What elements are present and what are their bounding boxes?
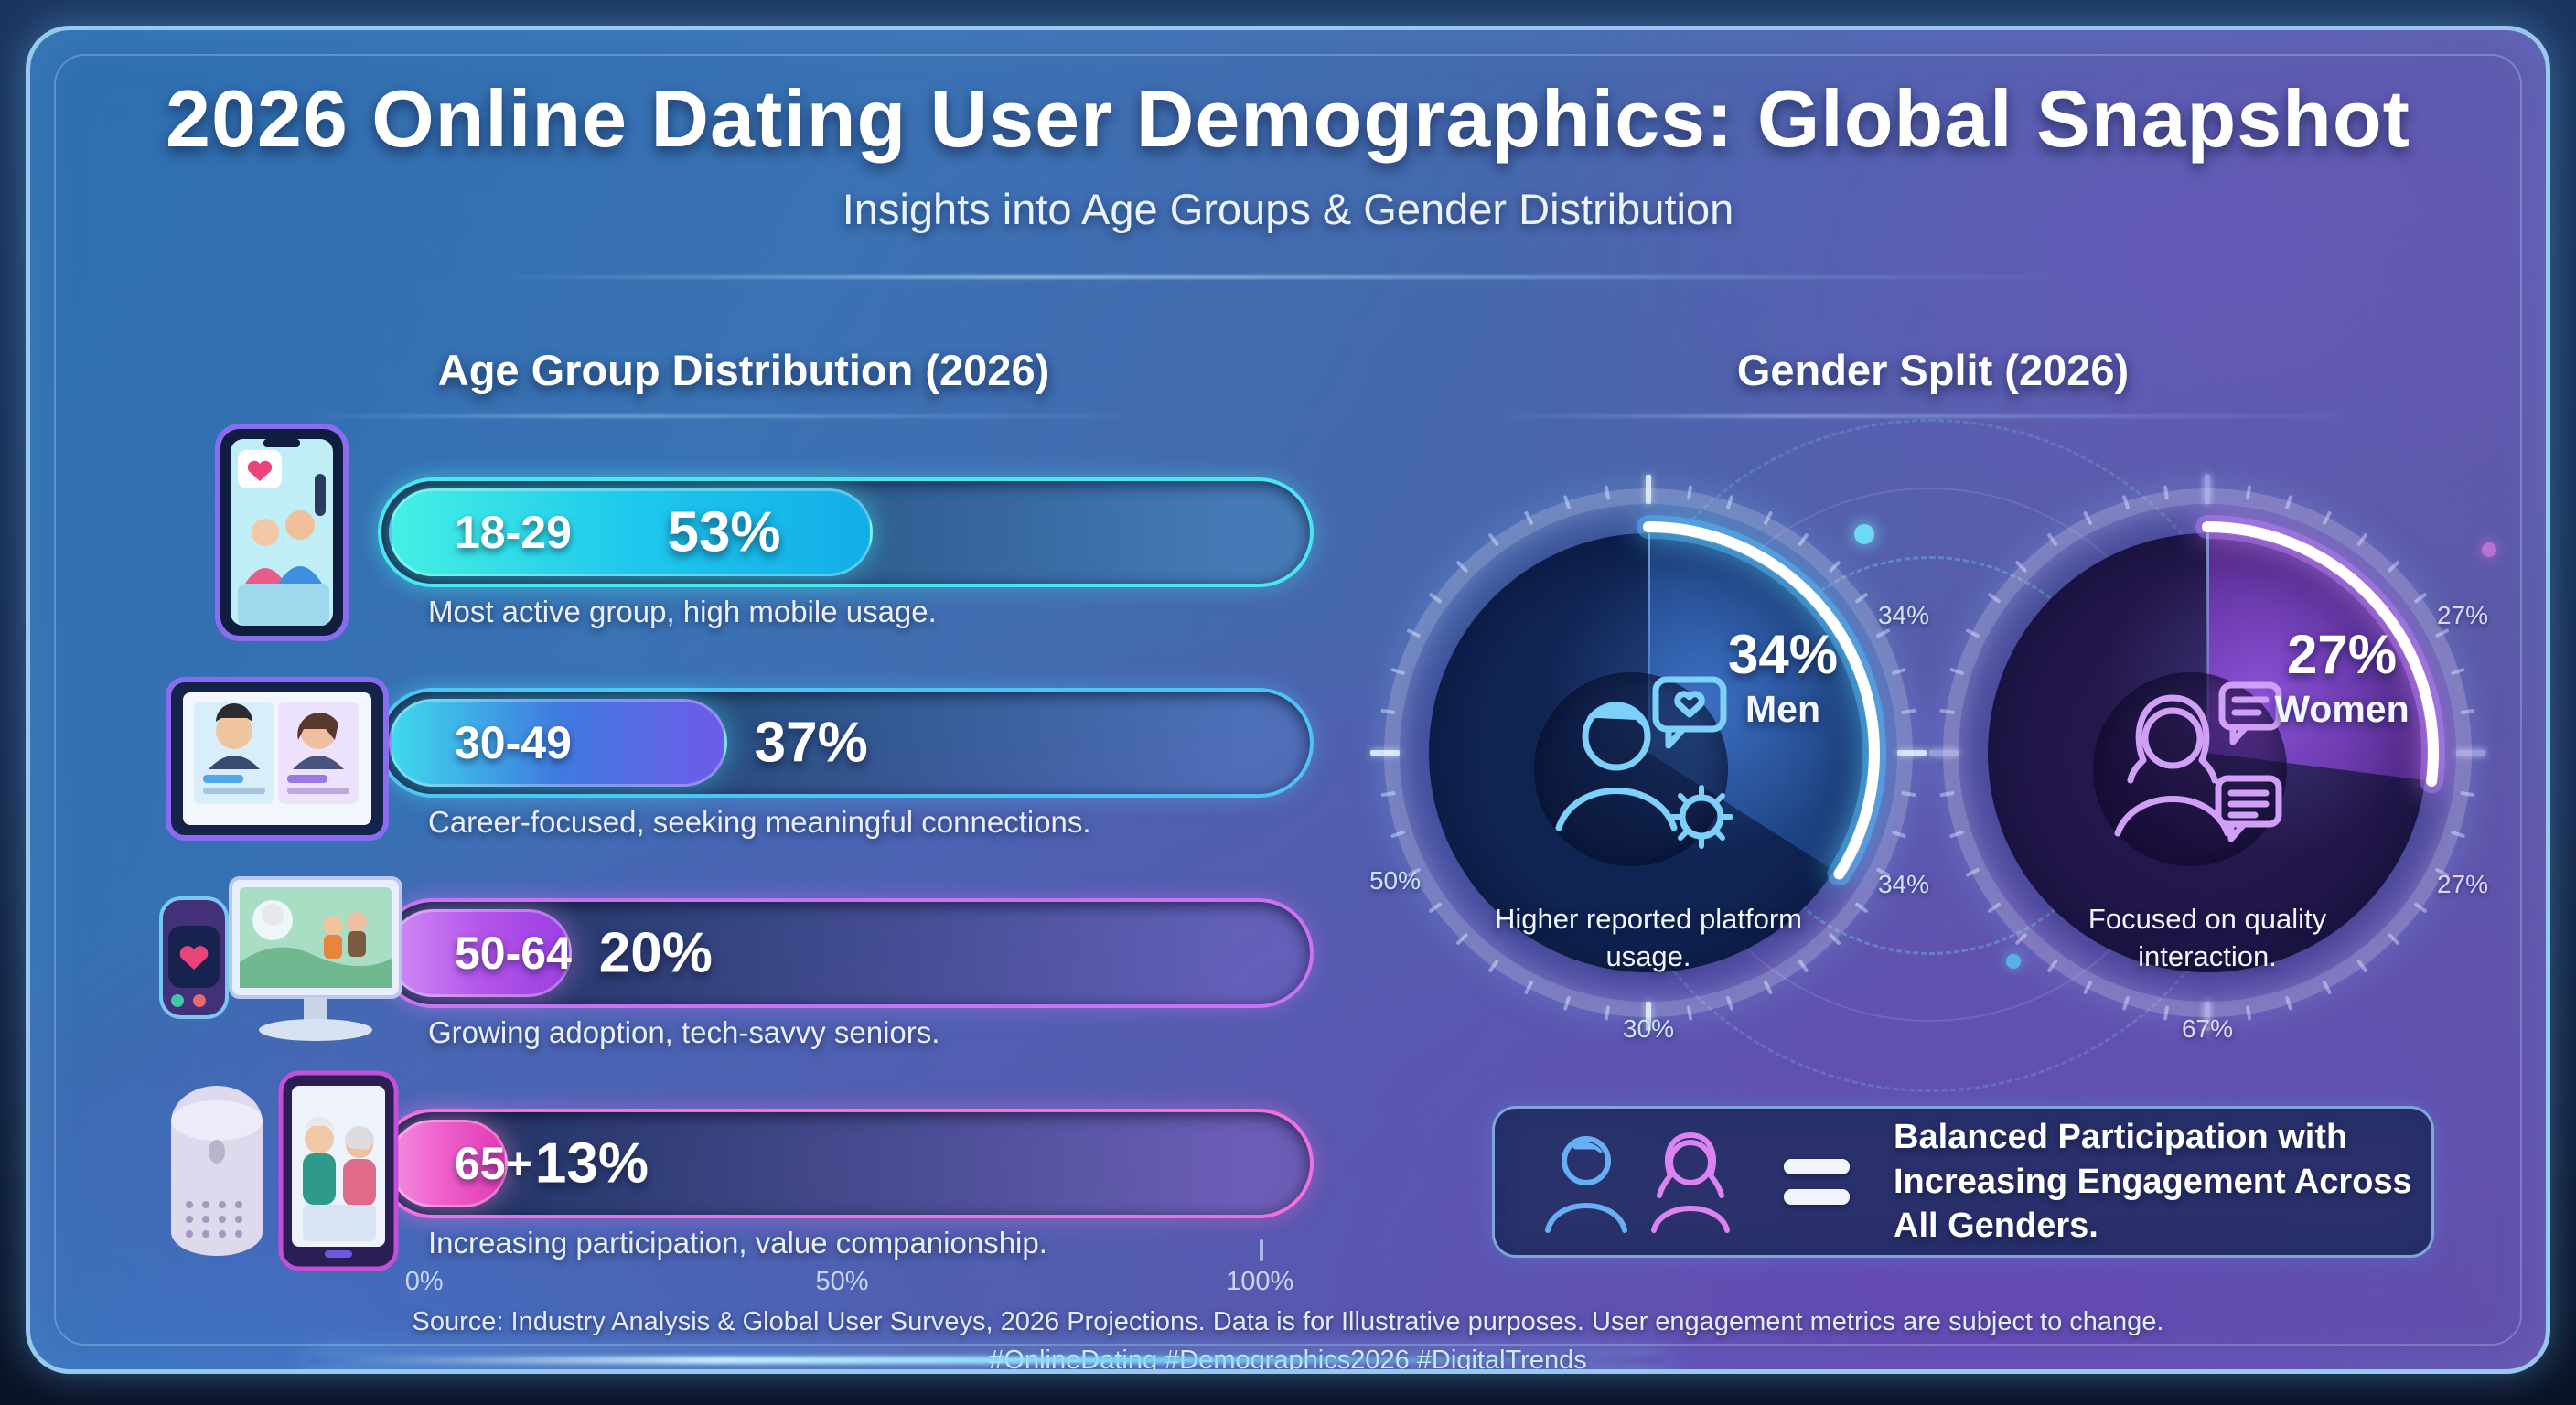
axis-label-0: 0%	[404, 1267, 444, 1296]
age-bar-track: 65+ 13%	[378, 1109, 1314, 1218]
separator-glow	[1494, 414, 2372, 418]
age-bar-caption: Increasing participation, value companio…	[428, 1226, 1047, 1260]
page-subtitle: Insights into Age Groups & Gender Distri…	[842, 185, 1734, 233]
axis-label-100: 100%	[1226, 1267, 1294, 1296]
age-bar-fill	[389, 909, 572, 997]
woman-chat-bubbles-icon	[2114, 681, 2282, 842]
glow-dot-decoration	[2006, 954, 2021, 969]
age-bar-caption: Most active group, high mobile usage.	[428, 595, 937, 628]
men-percent: 34%	[1727, 624, 1839, 685]
page-title: 2026 Online Dating User Demographics: Gl…	[166, 73, 2410, 164]
smartwatch-and-monitor-icon	[159, 876, 402, 1041]
age-bar-category: 50-64	[455, 928, 572, 979]
glow-dot-decoration	[1854, 524, 1874, 544]
men-label: Men	[1745, 688, 1820, 730]
separator-glow	[305, 414, 1165, 418]
age-chart-title: Age Group Distribution (2026)	[437, 346, 1050, 394]
smartphone-couple-selfie-icon	[215, 424, 349, 641]
age-bar-track: 50-64 20%	[378, 898, 1314, 1008]
men-ring-label-bottom-right: 34%	[1877, 870, 1930, 898]
balanced-participation-note: Balanced Participation with Increasing E…	[1492, 1106, 2434, 1258]
age-bar-fill	[389, 699, 727, 787]
glow-dot-decoration	[2482, 542, 2496, 557]
age-bar-value: 53%	[667, 500, 781, 564]
age-bar-caption: Growing adoption, tech-savvy seniors.	[428, 1015, 940, 1049]
age-chart-x-axis: 0% 50% 100%	[378, 1239, 1306, 1303]
men-ring-label-bottom: 30%	[1622, 1014, 1675, 1043]
men-ring-label-left: 50%	[1368, 866, 1422, 895]
age-bar-category: 65+	[455, 1138, 532, 1189]
women-ring-label-bottom: 67%	[2181, 1014, 2234, 1043]
donut-divider	[2206, 533, 2209, 753]
men-ring-label-top-right: 34%	[1877, 601, 1930, 629]
woman-outline-icon	[1651, 1132, 1730, 1233]
age-bar-caption: Career-focused, seeking meaningful conne…	[428, 805, 1091, 839]
infographic-frame: 2026 Online Dating User Demographics: Gl…	[26, 26, 2550, 1374]
man-chat-heart-gear-icon	[1555, 676, 1733, 849]
women-caption: Focused on quality interaction.	[2088, 903, 2327, 972]
separator-glow	[483, 275, 2093, 279]
age-bar-value: 20%	[598, 921, 713, 985]
women-percent: 27%	[2286, 624, 2398, 685]
women-ring-label-bottom-right: 27%	[2436, 870, 2489, 898]
smart-speaker-and-phone-icon	[171, 1070, 399, 1271]
tablet-profile-cards-icon	[166, 677, 389, 841]
equals-icon	[1784, 1159, 1850, 1205]
axis-label-50: 50%	[815, 1267, 869, 1296]
age-bar-value: 37%	[754, 711, 868, 775]
women-label: Women	[2274, 688, 2410, 730]
gender-donut-men: 34% Men Higher reported platform usage. …	[1369, 475, 1929, 1043]
gender-donut-women: 27% Women Focused on quality interaction…	[1929, 475, 2488, 1043]
note-text: Balanced Participation with Increasing E…	[1894, 1118, 2412, 1246]
men-caption: Higher reported platform usage.	[1495, 903, 1802, 972]
axis-tick-100	[1260, 1239, 1264, 1261]
age-bar-fill	[389, 488, 874, 576]
source-text: Source: Industry Analysis & Global User …	[412, 1307, 2164, 1336]
donut-divider	[1648, 533, 1650, 753]
donut-arc	[1411, 515, 1886, 991]
bottom-glow-line	[306, 1357, 1666, 1364]
man-outline-icon	[1545, 1136, 1627, 1233]
age-bar-value: 13%	[534, 1132, 649, 1196]
gender-chart-title: Gender Split (2026)	[1736, 346, 2130, 394]
donut-arc	[1970, 515, 2445, 991]
age-bar-category: 18-29	[455, 507, 572, 558]
age-bar-track: 30-49 37%	[378, 688, 1314, 798]
age-bar-category: 30-49	[455, 717, 572, 768]
age-bar-track: 18-29 53%	[378, 477, 1314, 587]
women-ring-label-top-right: 27%	[2436, 601, 2489, 629]
